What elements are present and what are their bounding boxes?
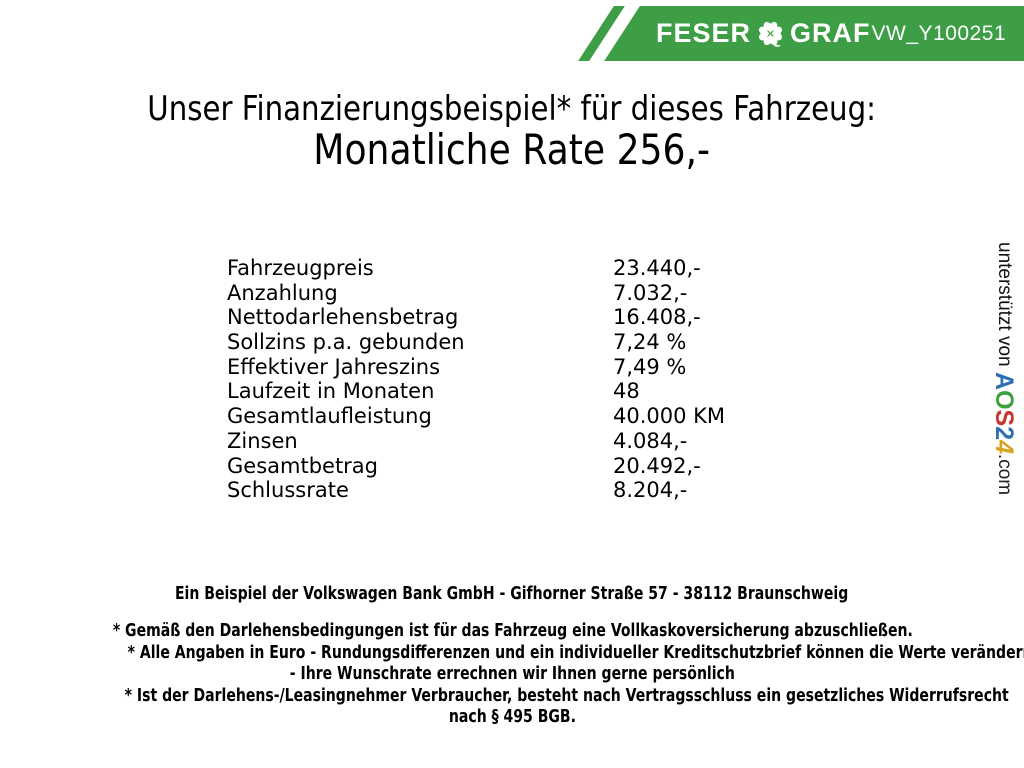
footer-bank-text: Ein Beispiel der Volkswagen Bank GmbH - … (175, 583, 849, 604)
brand-word-graf: GRAF (790, 18, 871, 48)
footer-bank-line: Ein Beispiel der Volkswagen Bank GmbH - … (0, 583, 1024, 605)
row-label: Nettodarlehensbetrag (227, 305, 459, 330)
row-value: 8.204,- (613, 478, 688, 503)
disclaimer-text: nach § 495 BGB. (448, 706, 576, 727)
brand-word-feser: FESER (656, 18, 752, 48)
row-value: 20.492,- (613, 453, 701, 478)
aos24-letter-2: 2 (990, 426, 1018, 441)
row-value: 7,49 % (613, 354, 687, 379)
row-label: Effektiver Jahreszins (227, 354, 441, 379)
table-row: Zinsen 4.084,- (227, 429, 725, 454)
aos24-letter-s: S (990, 409, 1018, 427)
table-row: Laufzeit in Monaten 48 (227, 379, 725, 404)
clover-icon (758, 21, 783, 47)
row-value: 7.032,- (613, 280, 688, 305)
table-row: Sollzins p.a. gebunden 7,24 % (227, 330, 725, 355)
table-row: Anzahlung 7.032,- (227, 281, 725, 306)
disclaimer-line: * Alle Angaben in Euro - Rundungsdiffere… (0, 642, 1024, 664)
row-value: 48 (613, 379, 640, 404)
table-row: Fahrzeugpreis 23.440,- (227, 256, 725, 281)
table-row: Nettodarlehensbetrag 16.408,- (227, 305, 725, 330)
table-row: Schlussrate 8.204,- (227, 478, 725, 503)
table-row: Gesamtbetrag 20.492,- (227, 454, 725, 479)
disclaimer-text: * Alle Angaben in Euro - Rundungsdiffere… (127, 641, 1024, 663)
table-row: Effektiver Jahreszins 7,49 % (227, 355, 725, 380)
row-value: 23.440,- (613, 256, 701, 280)
disclaimer-text: - Ihre Wunschrate errechnen wir Ihnen ge… (289, 663, 735, 684)
table-row: Gesamtlaufleistung 40.000 KM (227, 404, 725, 429)
disclaimer-line: * Gemäß den Darlehensbedingungen ist für… (0, 620, 1024, 642)
row-label: Sollzins p.a. gebunden (227, 330, 465, 355)
row-label: Anzahlung (227, 280, 338, 305)
feser-graf-logo: FESER GRAF VW_Y100251 (656, 6, 1006, 61)
row-label: Zinsen (227, 428, 298, 453)
row-label: Gesamtbetrag (227, 453, 379, 478)
page-title-text: Unser Finanzierungsbeispiel* für dieses … (147, 89, 877, 129)
aos24-letter-o: O (990, 389, 1018, 410)
row-value: 7,24 % (613, 330, 687, 355)
aos24-letter-a: A (990, 371, 1018, 390)
disclaimer-text: * Ist der Darlehens-/Leasingnehmer Verbr… (124, 684, 1009, 706)
row-label: Fahrzeugpreis (227, 256, 374, 280)
vehicle-code: VW_Y100251 (871, 22, 1007, 45)
monthly-rate-text: Monatliche Rate 256,- (313, 125, 711, 174)
disclaimer-line: nach § 495 BGB. (0, 706, 1024, 728)
disclaimer-line: * Ist der Darlehens-/Leasingnehmer Verbr… (0, 685, 1024, 707)
row-value: 4.084,- (613, 428, 688, 453)
monthly-rate-title: Monatliche Rate 256,- (0, 126, 1024, 174)
row-label: Laufzeit in Monaten (227, 379, 435, 404)
row-label: Schlussrate (227, 478, 349, 503)
row-label: Gesamtlaufleistung (227, 404, 432, 429)
row-value: 40.000 KM (613, 404, 726, 429)
page-title: Unser Finanzierungsbeispiel* für dieses … (0, 90, 1024, 128)
disclaimer-line: - Ihre Wunschrate errechnen wir Ihnen ge… (0, 663, 1024, 685)
financing-table: Fahrzeugpreis 23.440,- Anzahlung 7.032,-… (227, 256, 725, 503)
attribution-vertical: unterstützt von AOS24.com (986, 242, 1018, 542)
disclaimer-text: * Gemäß den Darlehensbedingungen ist für… (112, 620, 913, 641)
attribution-prefix: unterstützt von (994, 242, 1015, 372)
aos24-logo: AOS24 (990, 372, 1018, 454)
footer-disclaimers: * Gemäß den Darlehensbedingungen ist für… (0, 620, 1024, 728)
row-value: 16.408,- (613, 305, 701, 330)
aos24-letter-4: 4 (990, 440, 1018, 454)
attribution-suffix: .com (994, 453, 1015, 496)
